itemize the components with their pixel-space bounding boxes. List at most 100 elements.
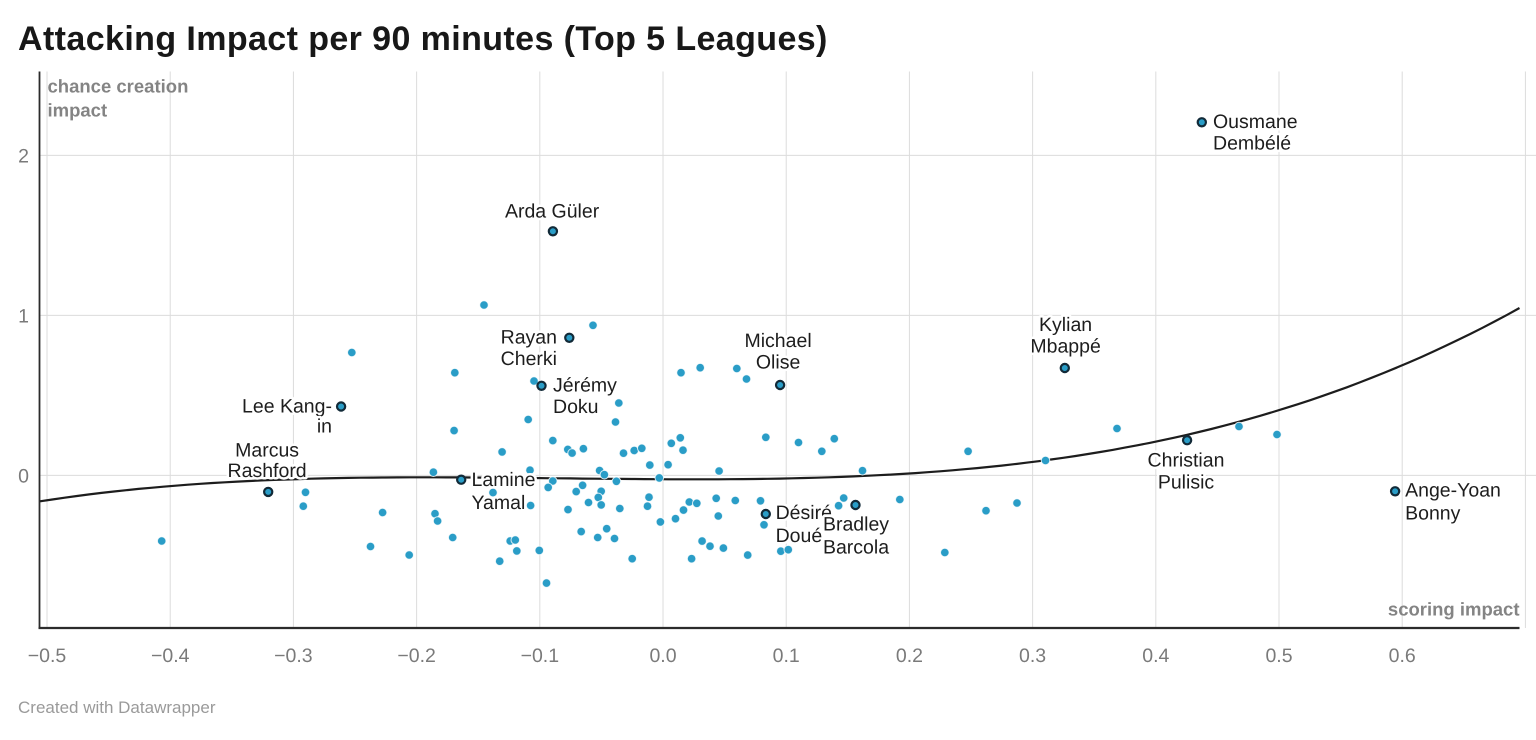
data-point[interactable] (564, 505, 573, 514)
data-point[interactable] (498, 448, 507, 457)
data-point-labeled[interactable] (776, 381, 784, 389)
data-point[interactable] (450, 426, 459, 435)
data-point[interactable] (1041, 456, 1050, 465)
data-point[interactable] (579, 444, 588, 453)
data-point[interactable] (1113, 424, 1122, 433)
data-point[interactable] (301, 488, 310, 497)
data-point-labeled[interactable] (565, 334, 573, 342)
data-point[interactable] (433, 517, 442, 526)
data-point[interactable] (610, 534, 619, 543)
data-point[interactable] (714, 512, 723, 521)
data-point[interactable] (645, 493, 654, 502)
data-point[interactable] (693, 499, 702, 508)
data-point[interactable] (480, 301, 489, 310)
data-point-labeled[interactable] (1198, 118, 1206, 126)
data-point[interactable] (643, 502, 652, 511)
data-point[interactable] (602, 524, 611, 533)
data-point-labeled[interactable] (457, 476, 465, 484)
data-point[interactable] (619, 449, 628, 458)
data-point[interactable] (157, 537, 166, 546)
data-point[interactable] (664, 460, 673, 469)
data-point[interactable] (584, 498, 593, 507)
data-point[interactable] (405, 551, 414, 560)
data-point[interactable] (676, 434, 685, 443)
data-point[interactable] (524, 415, 533, 424)
data-point[interactable] (762, 433, 771, 442)
data-point[interactable] (1235, 422, 1244, 431)
data-point[interactable] (671, 514, 680, 523)
data-point[interactable] (794, 438, 803, 447)
data-point[interactable] (706, 542, 715, 551)
data-point[interactable] (677, 368, 686, 377)
data-point-labeled[interactable] (851, 501, 859, 509)
data-point-labeled[interactable] (1391, 487, 1399, 495)
data-point[interactable] (429, 468, 438, 477)
data-point[interactable] (655, 474, 664, 483)
data-point[interactable] (448, 533, 457, 542)
data-point[interactable] (830, 434, 839, 443)
data-point[interactable] (348, 348, 357, 357)
data-point[interactable] (513, 547, 522, 556)
data-point[interactable] (616, 504, 625, 513)
data-point[interactable] (628, 554, 637, 563)
point-label-line: Rashford (228, 460, 307, 482)
data-point[interactable] (733, 364, 742, 373)
data-point[interactable] (731, 496, 740, 505)
data-point-labeled[interactable] (537, 382, 545, 390)
data-point[interactable] (542, 579, 551, 588)
data-point[interactable] (941, 548, 950, 557)
data-point[interactable] (964, 447, 973, 456)
data-point[interactable] (577, 527, 586, 536)
data-point[interactable] (756, 497, 765, 506)
data-point[interactable] (742, 375, 751, 384)
data-point[interactable] (696, 363, 705, 372)
data-point[interactable] (760, 521, 769, 530)
data-point-labeled[interactable] (1183, 436, 1191, 444)
footer-credit: Created with Datawrapper (18, 698, 215, 718)
data-point[interactable] (600, 470, 609, 479)
data-point-labeled[interactable] (549, 227, 557, 235)
data-point[interactable] (698, 537, 707, 546)
data-point[interactable] (818, 447, 827, 456)
data-point[interactable] (656, 518, 665, 527)
data-point-labeled[interactable] (264, 488, 272, 496)
data-point[interactable] (667, 439, 676, 448)
data-point[interactable] (611, 418, 620, 427)
data-point[interactable] (451, 368, 460, 377)
data-point[interactable] (712, 494, 721, 503)
data-point[interactable] (982, 506, 991, 515)
data-point[interactable] (858, 466, 867, 475)
data-point[interactable] (679, 506, 688, 515)
data-point[interactable] (839, 494, 848, 503)
data-point[interactable] (896, 495, 905, 504)
data-point[interactable] (687, 554, 696, 563)
data-point[interactable] (615, 399, 624, 408)
data-point[interactable] (597, 501, 606, 510)
data-point-labeled[interactable] (1061, 364, 1069, 372)
data-point[interactable] (568, 449, 577, 458)
data-point[interactable] (715, 467, 724, 476)
data-point[interactable] (526, 501, 535, 510)
data-point[interactable] (535, 546, 544, 555)
data-point[interactable] (719, 544, 728, 553)
data-point[interactable] (511, 536, 520, 545)
data-point[interactable] (612, 477, 621, 486)
data-point-labeled[interactable] (337, 402, 345, 410)
data-point[interactable] (638, 444, 647, 453)
data-point[interactable] (679, 446, 688, 455)
data-point[interactable] (572, 487, 581, 496)
data-point[interactable] (589, 321, 598, 330)
data-point[interactable] (743, 551, 752, 560)
data-point[interactable] (646, 461, 655, 470)
data-point[interactable] (1013, 499, 1022, 508)
data-point[interactable] (366, 542, 375, 551)
data-point[interactable] (549, 436, 558, 445)
data-point[interactable] (544, 483, 553, 492)
data-point[interactable] (834, 501, 843, 510)
data-point[interactable] (378, 508, 387, 517)
data-point-labeled[interactable] (762, 510, 770, 518)
data-point[interactable] (1273, 430, 1282, 439)
data-point[interactable] (593, 533, 602, 542)
data-point[interactable] (495, 557, 504, 566)
data-point[interactable] (299, 502, 308, 511)
